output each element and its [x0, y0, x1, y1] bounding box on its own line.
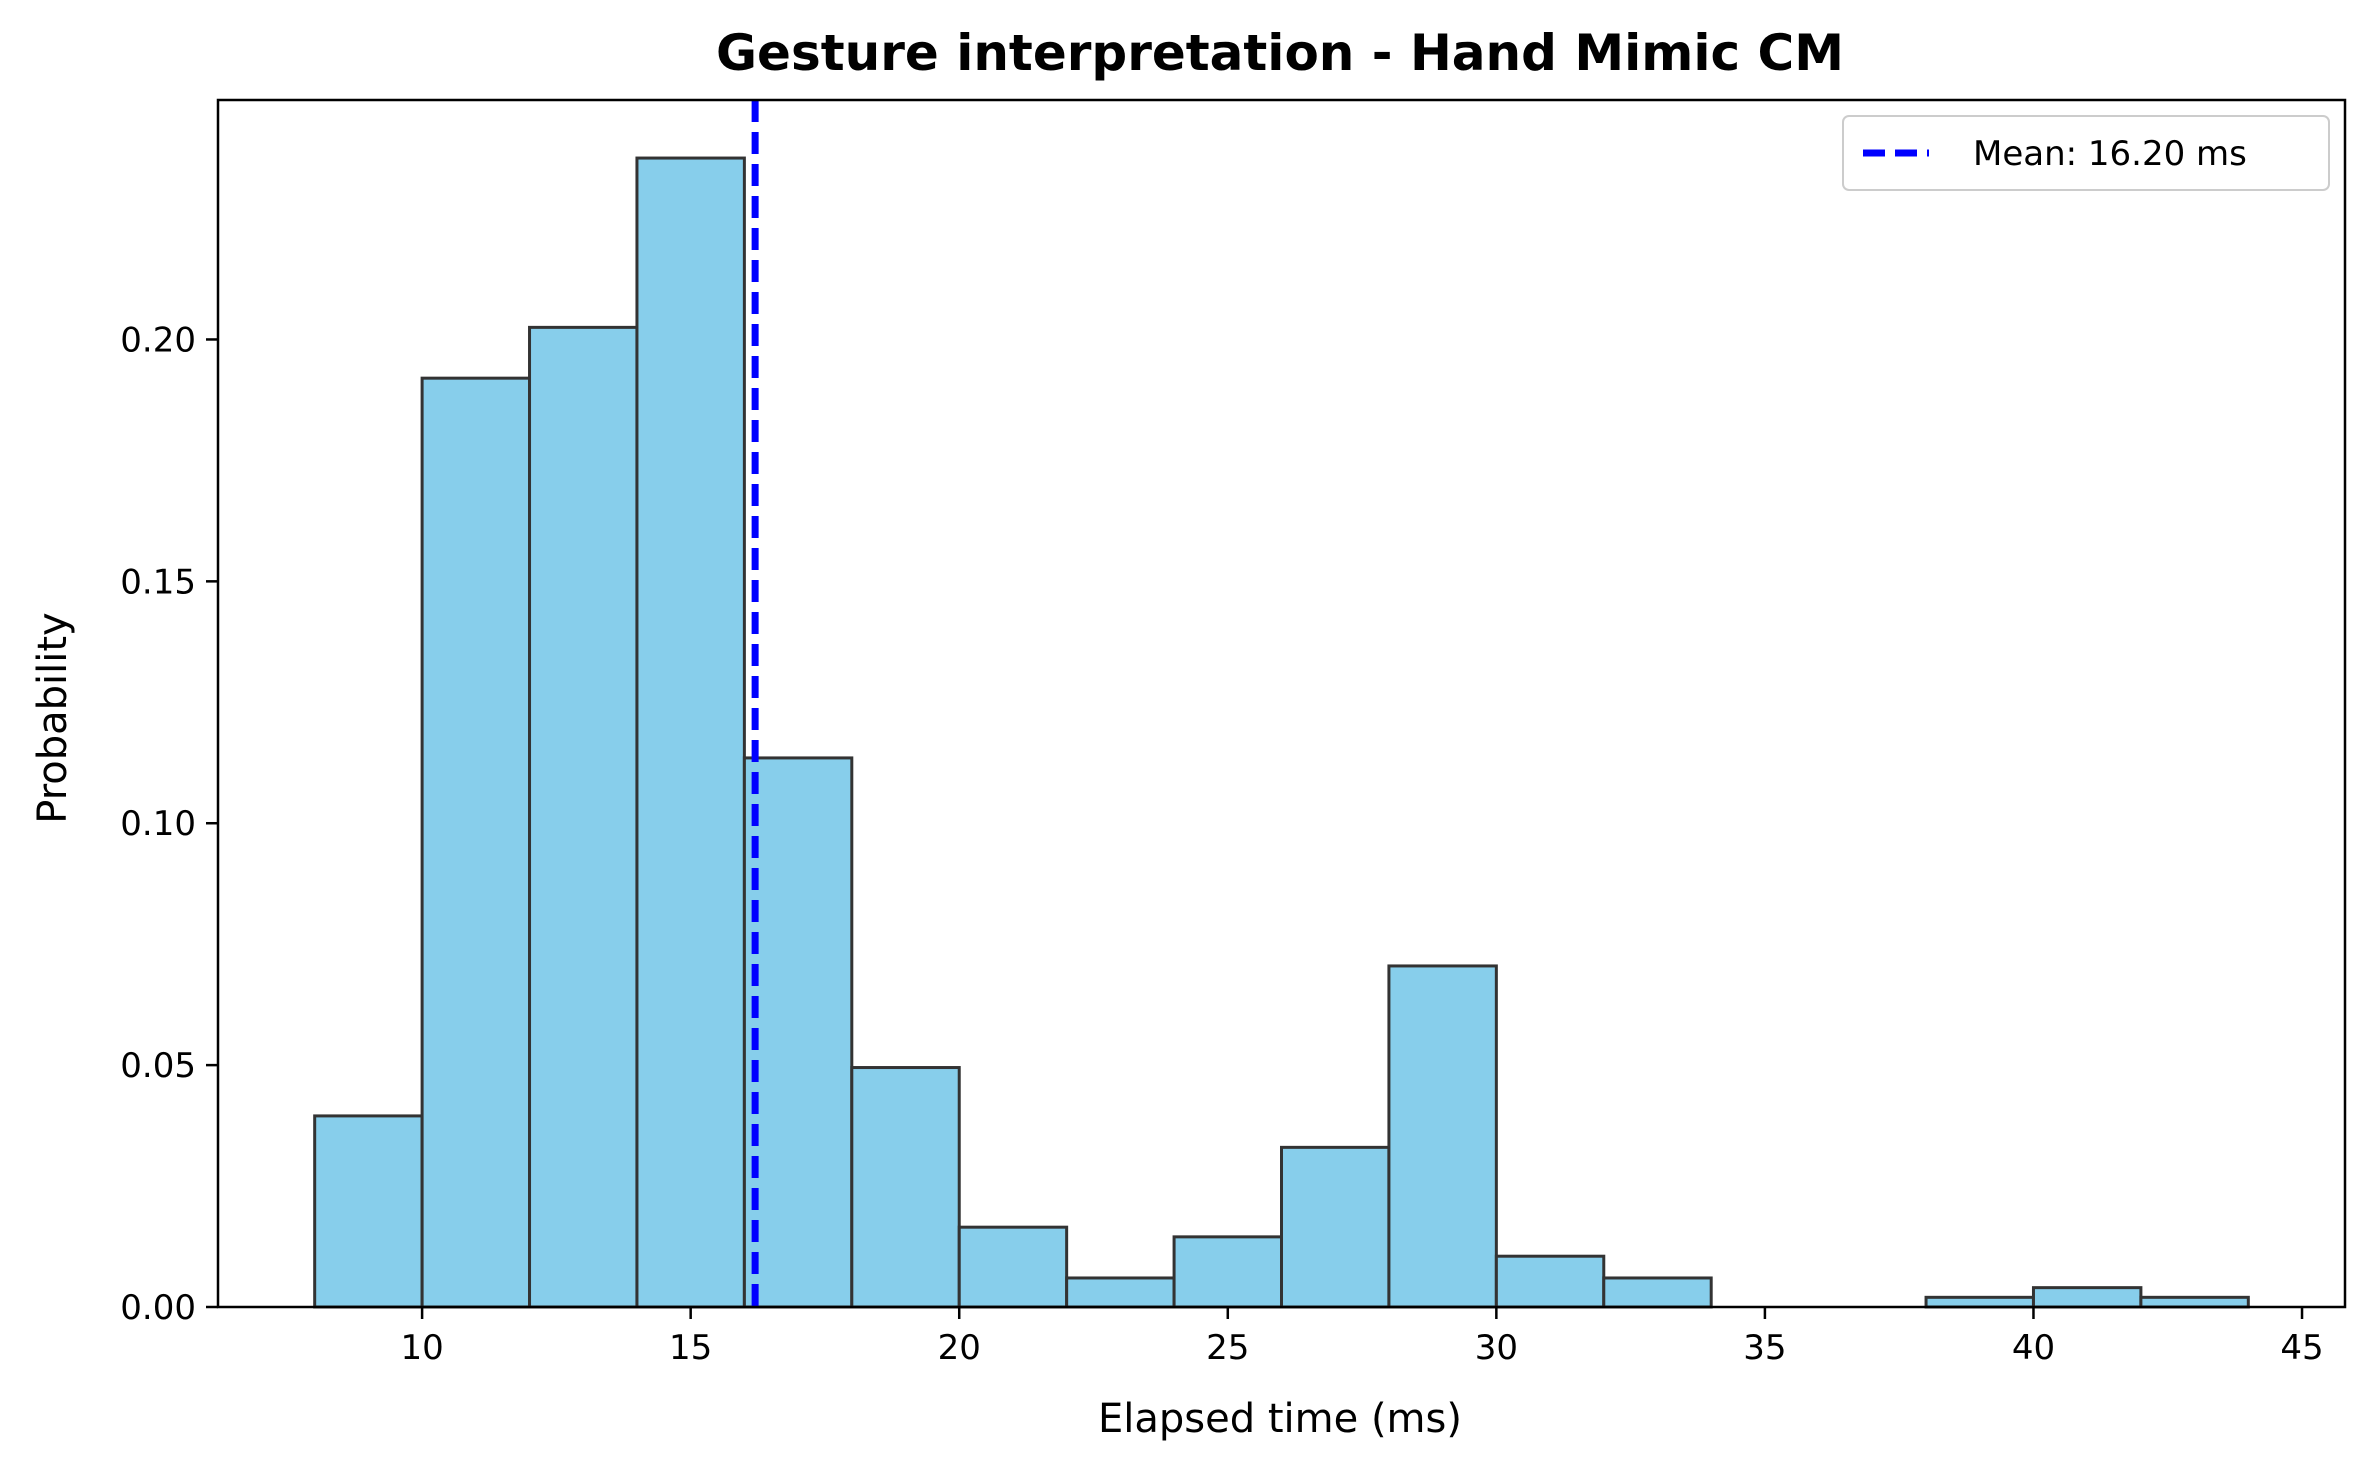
y-tick-label: 0.15 [120, 562, 196, 602]
legend: Mean: 16.20 ms [1842, 115, 2330, 191]
plot-frame [216, 98, 2347, 1309]
x-tick-label: 15 [669, 1328, 712, 1368]
legend-box [1842, 115, 2330, 191]
x-tick-label: 30 [1475, 1328, 1518, 1368]
histogram-bar [2031, 1286, 2143, 1309]
x-axis-ticks: 10 15 20 25 30 35 40 45 [400, 1307, 2324, 1368]
x-tick-label: 25 [1206, 1328, 1249, 1368]
x-axis-label: Elapsed time (ms) [1098, 1396, 1462, 1442]
histogram-bar [1387, 964, 1498, 1309]
histogram-bar [850, 1066, 961, 1309]
y-tick-label: 0.10 [120, 804, 196, 844]
histogram-bar [1602, 1276, 1713, 1309]
histogram-bar [635, 156, 746, 1309]
histogram-bars [313, 156, 2250, 1309]
histogram-bar [313, 1114, 424, 1309]
x-tick-label: 20 [938, 1328, 981, 1368]
histogram-bar [1280, 1145, 1391, 1309]
histogram-bar [420, 376, 532, 1309]
y-tick-label: 0.00 [120, 1288, 196, 1328]
histogram-bar [1172, 1235, 1284, 1309]
x-tick-label: 45 [2280, 1328, 2323, 1368]
x-tick-label: 35 [1743, 1328, 1786, 1368]
chart-title: Gesture interpretation - Hand Mimic CM [716, 24, 1844, 82]
y-tick-label: 0.20 [120, 320, 196, 360]
y-axis-label: Probability [30, 612, 76, 823]
histogram-bar [1924, 1295, 2035, 1309]
histogram-bar [528, 325, 639, 1309]
histogram-bar [742, 756, 854, 1309]
y-tick-label: 0.05 [120, 1046, 196, 1086]
x-tick-label: 40 [2012, 1328, 2055, 1368]
histogram-bar [2139, 1295, 2250, 1309]
histogram-bar [1065, 1276, 1176, 1309]
histogram-bar [957, 1225, 1069, 1309]
x-tick-label: 10 [400, 1328, 443, 1368]
legend-label: Mean: 16.20 ms [1973, 134, 2247, 174]
histogram-bar [1494, 1254, 1606, 1309]
y-axis-ticks: 0.00 0.05 0.10 0.15 0.20 [120, 320, 218, 1328]
